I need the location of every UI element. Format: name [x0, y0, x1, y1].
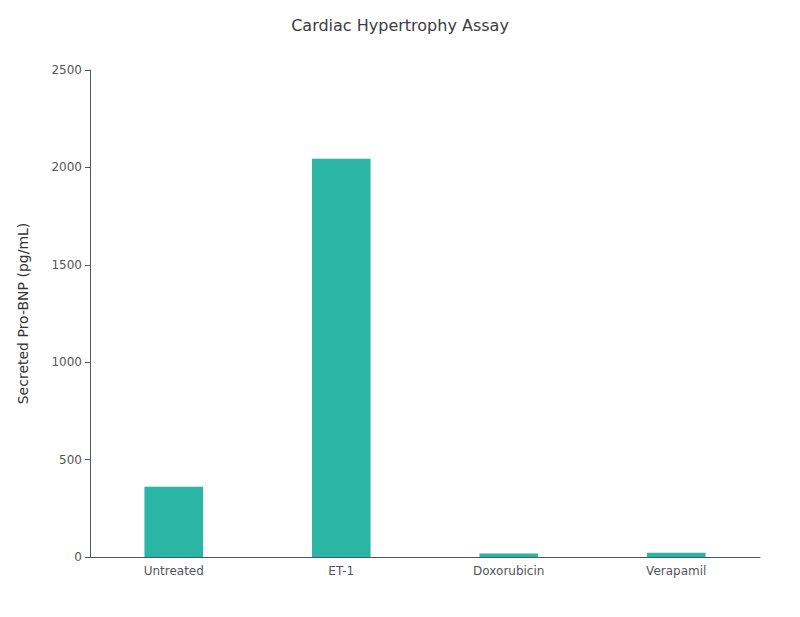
svg-text:Doxorubicin: Doxorubicin — [473, 564, 544, 578]
svg-text:Verapamil: Verapamil — [646, 564, 706, 578]
svg-text:Secreted Pro-BNP (pg/mL): Secreted Pro-BNP (pg/mL) — [15, 223, 31, 405]
svg-text:1500: 1500 — [51, 258, 82, 272]
svg-text:500: 500 — [59, 453, 82, 467]
svg-text:Untreated: Untreated — [144, 564, 204, 578]
svg-text:2500: 2500 — [51, 63, 82, 77]
svg-text:0: 0 — [74, 550, 82, 564]
svg-text:1000: 1000 — [51, 355, 82, 369]
svg-text:Cardiac Hypertrophy Assay: Cardiac Hypertrophy Assay — [291, 16, 509, 35]
svg-text:2000: 2000 — [51, 160, 82, 174]
svg-text:ET-1: ET-1 — [328, 564, 354, 578]
